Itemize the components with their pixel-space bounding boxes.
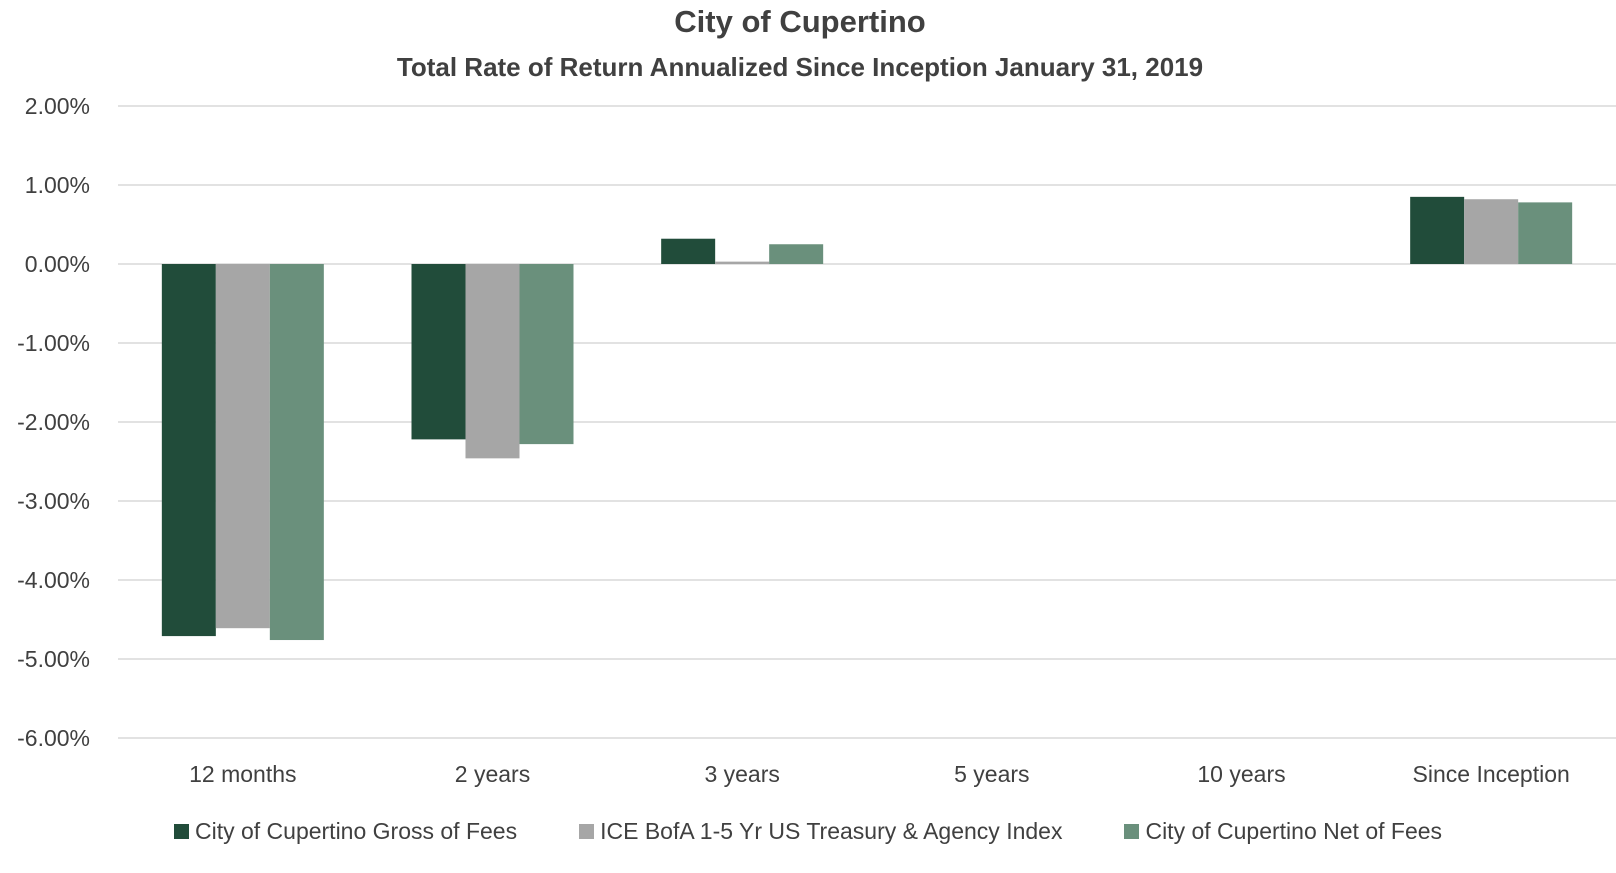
bar-3-1	[269, 264, 324, 641]
bar-1-1	[161, 264, 216, 637]
y-tick-label: 0.00%	[25, 251, 90, 277]
x-tick-label: 3 years	[704, 761, 779, 787]
y-tick-label: 2.00%	[25, 93, 90, 119]
y-tick-label: -2.00%	[17, 409, 90, 435]
legend-item-net: City of Cupertino Net of Fees	[1124, 818, 1442, 845]
bar-1-3	[661, 238, 716, 264]
bar-3-2	[519, 264, 574, 445]
legend-label-net: City of Cupertino Net of Fees	[1145, 818, 1443, 844]
x-tick-label: 5 years	[954, 761, 1029, 787]
bar-2-6	[1464, 199, 1519, 264]
bar-2-3	[715, 261, 770, 264]
x-tick-label: Since Inception	[1413, 761, 1570, 787]
legend-item-index: ICE BofA 1-5 Yr US Treasury & Agency Ind…	[579, 818, 1062, 845]
y-tick-label: 1.00%	[25, 172, 90, 198]
legend-swatch-index	[579, 824, 595, 839]
legend-swatch-net	[1124, 824, 1140, 839]
bar-2-2	[465, 264, 520, 459]
x-tick-label: 2 years	[455, 761, 530, 787]
legend-item-gross: City of Cupertino Gross of Fees	[173, 818, 518, 845]
bar-2-1	[215, 264, 270, 629]
y-tick-label: -4.00%	[17, 567, 90, 593]
legend-label-index: ICE BofA 1-5 Yr US Treasury & Agency Ind…	[600, 818, 1063, 844]
y-tick-label: -1.00%	[17, 330, 90, 356]
chart-plot: 2.00% 1.00% 0.00% -1.00% -2.00% -3.00% -4.00% -…	[17, 93, 1616, 787]
bar-1-2	[411, 264, 466, 440]
bar-1-6	[1410, 196, 1465, 264]
y-tick-label: -5.00%	[17, 646, 90, 672]
chart-legend: City of Cupertino Gross of Fees ICE BofA…	[0, 818, 1616, 845]
chart-subtitle: Total Rate of Return Annualized Since In…	[396, 52, 1204, 82]
bar-3-6	[1518, 202, 1573, 264]
legend-swatch-gross	[173, 824, 189, 839]
x-tick-label: 12 months	[189, 761, 296, 787]
y-tick-label: -3.00%	[17, 488, 90, 514]
x-tick-label: 10 years	[1197, 761, 1285, 787]
y-tick-label: -6.00%	[17, 725, 90, 751]
bar-3-3	[769, 244, 824, 264]
chart-title: City of Cupertino	[674, 4, 926, 39]
legend-label-gross: City of Cupertino Gross of Fees	[194, 818, 518, 844]
